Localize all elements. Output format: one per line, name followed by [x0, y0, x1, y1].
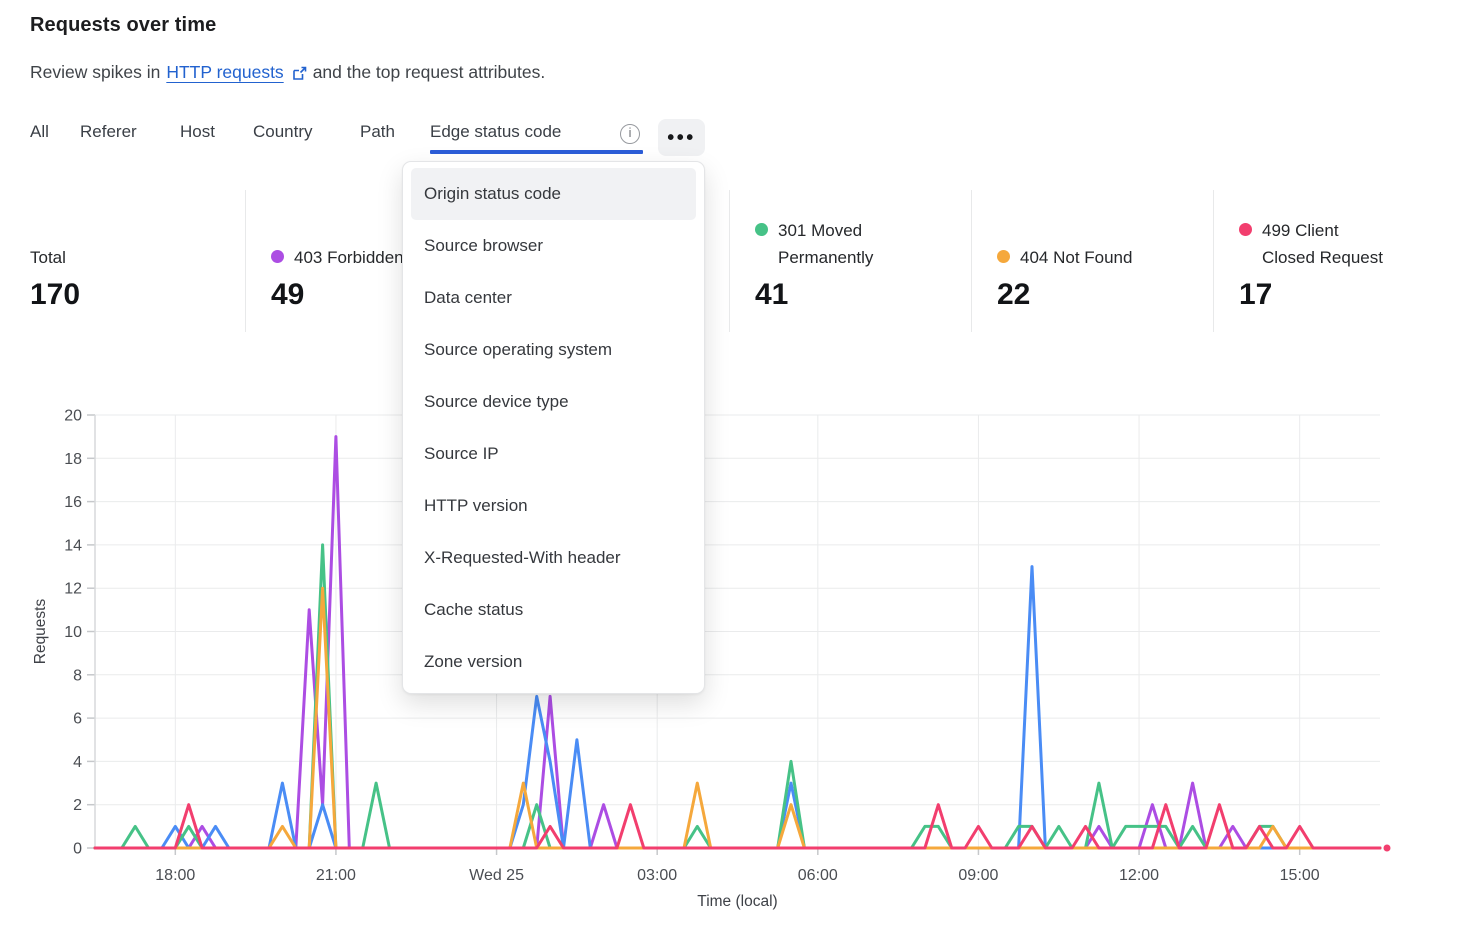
stat-value: 17 [1239, 278, 1273, 311]
menu-item-origin-status-code[interactable]: Origin status code [411, 168, 696, 220]
x-tick-label: 03:00 [637, 867, 677, 884]
stat-label: 403 Forbidden [294, 247, 404, 267]
tab-referer[interactable]: Referer [80, 122, 137, 141]
menu-item-data-center[interactable]: Data center [424, 288, 512, 307]
active-tab-underline [430, 150, 643, 154]
chart-area: 0 2 4 6 8 10 12 14 16 18 20 18:00 21:00 Wed 25 03:00 06… [0, 395, 1458, 940]
series-line-499-client-closed-request [93, 803, 1382, 850]
series-dot-403 [271, 249, 284, 263]
y-tick-label: 18 [64, 451, 82, 468]
y-tick-label: 16 [64, 494, 82, 511]
series-dot-301 [755, 223, 768, 237]
tab-edge-status-code[interactable]: Edge status code [430, 122, 562, 141]
menu-item-source-device-type[interactable]: Source device type [424, 392, 569, 411]
x-axis-title: Time (local) [697, 893, 777, 910]
divider [1213, 190, 1214, 332]
external-link-icon [292, 65, 307, 80]
y-tick-label: 14 [64, 537, 82, 554]
dropdown-menu: Origin status code Source browser Data c… [402, 161, 705, 694]
page-title: Requests over time [30, 14, 217, 36]
tab-all[interactable]: All [30, 122, 49, 141]
x-tick-label: 21:00 [316, 867, 356, 884]
menu-item-zone-version[interactable]: Zone version [424, 652, 523, 671]
stat-value: 41 [755, 278, 789, 311]
x-tick-label: 12:00 [1119, 867, 1159, 884]
http-requests-link[interactable]: HTTP requests [166, 62, 284, 82]
series-line-403-forbidden [93, 435, 1382, 850]
subtitle-suffix: and the top request attributes. [312, 62, 546, 82]
y-axis-title: Requests [32, 599, 49, 665]
menu-item-source-operating-system[interactable]: Source operating system [424, 340, 613, 359]
menu-item-source-ip[interactable]: Source IP [424, 444, 499, 463]
stat-card-404-not-found: 404 Not Found 22 [997, 190, 1132, 310]
divider [245, 190, 246, 332]
more-options-button[interactable]: ••• [658, 119, 705, 156]
stat-card-301-moved-permanently: 301 Moved Permanently 41 [755, 190, 908, 310]
x-tick-label: 06:00 [798, 867, 838, 884]
y-tick-label: 8 [73, 667, 82, 684]
menu-item-source-browser[interactable]: Source browser [424, 236, 544, 255]
x-tick-label: Wed 25 [469, 867, 524, 884]
stat-card-403-forbidden: 403 Forbidden 49 [271, 190, 404, 310]
y-tick-label: 20 [64, 408, 82, 425]
menu-item-cache-status[interactable]: Cache status [424, 600, 524, 619]
y-tick-label: 10 [64, 624, 82, 641]
stat-label: 499 Client Closed Request [1262, 221, 1383, 267]
stat-value: 170 [30, 278, 81, 311]
series-dot-404 [997, 249, 1010, 263]
tab-bar: All Referer Host Country Path Edge statu… [0, 119, 1458, 156]
series-dot-499 [1239, 223, 1252, 237]
stat-value: 22 [997, 278, 1031, 311]
requests-over-time-chart[interactable]: 0 2 4 6 8 10 12 14 16 18 20 18:00 21:00 Wed 25 03:00 06… [0, 395, 1458, 940]
subtitle: Review spikes in HTTP requests and the t… [30, 62, 545, 83]
tab-host[interactable]: Host [180, 122, 215, 141]
subtitle-prefix: Review spikes in [30, 62, 161, 82]
tab-path[interactable]: Path [360, 122, 395, 141]
x-tick-label: 09:00 [958, 867, 998, 884]
menu-item-x-requested-with-header[interactable]: X-Requested-With header [424, 548, 621, 567]
x-tick-label: 18:00 [155, 867, 195, 884]
y-tick-label: 0 [73, 841, 82, 858]
x-tick-label: 15:00 [1280, 867, 1320, 884]
stat-label: 301 Moved Permanently [778, 221, 874, 267]
stat-label: Total [30, 247, 66, 267]
divider [971, 190, 972, 332]
info-icon[interactable]: i [620, 124, 640, 144]
y-tick-label: 6 [73, 711, 82, 728]
y-tick-label: 2 [73, 797, 82, 814]
tab-country[interactable]: Country [253, 122, 313, 141]
y-tick-label: 12 [64, 581, 82, 598]
divider [729, 190, 730, 332]
stat-card-499-client-closed-request: 499 Client Closed Request 17 [1239, 190, 1392, 310]
stat-value: 49 [271, 278, 305, 311]
y-tick-label: 4 [73, 754, 82, 771]
series-end-dot [1383, 844, 1391, 852]
menu-item-http-version[interactable]: HTTP version [424, 496, 528, 515]
stat-card-total: Total 170 [30, 190, 80, 310]
stat-label: 404 Not Found [1020, 247, 1133, 267]
stats-row: Total 170 403 Forbidden 49 301 Moved Per… [0, 190, 1458, 332]
